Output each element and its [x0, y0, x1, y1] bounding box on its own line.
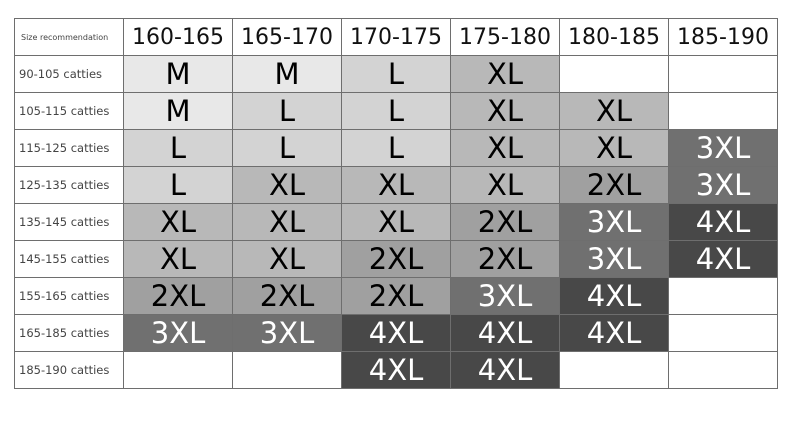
size-cell: 2XL: [559, 166, 669, 204]
size-cell: L: [341, 92, 451, 130]
size-cell: 3XL: [450, 277, 560, 315]
size-cell: [123, 351, 233, 389]
weight-row-label: 90-105 catties: [14, 55, 124, 93]
size-cell: XL: [450, 92, 560, 130]
corner-label: Size recommendation: [14, 18, 124, 56]
size-cell: XL: [450, 55, 560, 93]
size-cell: 4XL: [668, 203, 778, 241]
size-cell: XL: [559, 92, 669, 130]
weight-row-label: 165-185 catties: [14, 314, 124, 352]
size-cell: XL: [450, 166, 560, 204]
height-column-header: 160-165: [123, 18, 233, 56]
size-cell: 4XL: [450, 351, 560, 389]
size-cell: [559, 351, 669, 389]
size-cell: L: [123, 129, 233, 167]
height-column-header: 180-185: [559, 18, 669, 56]
size-cell: 4XL: [341, 314, 451, 352]
height-column-header: 175-180: [450, 18, 560, 56]
size-cell: [232, 351, 342, 389]
height-column-header: 165-170: [232, 18, 342, 56]
size-cell: [668, 55, 778, 93]
weight-row-label: 115-125 catties: [14, 129, 124, 167]
size-cell: XL: [341, 203, 451, 241]
size-cell: L: [123, 166, 233, 204]
table-row: 185-190 catties 4XL 4XL: [14, 351, 778, 389]
weight-row-label: 125-135 catties: [14, 166, 124, 204]
size-cell: XL: [450, 129, 560, 167]
weight-row-label: 105-115 catties: [14, 92, 124, 130]
weight-row-label: 155-165 catties: [14, 277, 124, 315]
table-row: 165-185 catties 3XL 3XL 4XL 4XL 4XL: [14, 314, 778, 352]
size-cell: 4XL: [341, 351, 451, 389]
size-cell: 4XL: [668, 240, 778, 278]
weight-row-label: 145-155 catties: [14, 240, 124, 278]
table-row: 145-155 catties XL XL 2XL 2XL 3XL 4XL: [14, 240, 778, 278]
height-column-header: 185-190: [668, 18, 778, 56]
size-cell: L: [341, 55, 451, 93]
size-cell: M: [123, 55, 233, 93]
size-cell: M: [123, 92, 233, 130]
header-row: Size recommendation 160-165 165-170 170-…: [14, 18, 778, 56]
size-cell: 3XL: [232, 314, 342, 352]
weight-row-label: 185-190 catties: [14, 351, 124, 389]
size-cell: 3XL: [668, 129, 778, 167]
size-cell: 2XL: [232, 277, 342, 315]
size-recommendation-table: Size recommendation 160-165 165-170 170-…: [14, 18, 778, 389]
size-cell: 4XL: [559, 314, 669, 352]
table-row: 155-165 catties 2XL 2XL 2XL 3XL 4XL: [14, 277, 778, 315]
size-cell: XL: [341, 166, 451, 204]
size-cell: XL: [232, 166, 342, 204]
size-cell: 2XL: [450, 240, 560, 278]
size-cell: [668, 92, 778, 130]
table-row: 135-145 catties XL XL XL 2XL 3XL 4XL: [14, 203, 778, 241]
size-cell: XL: [559, 129, 669, 167]
size-cell: [559, 55, 669, 93]
size-cell: 2XL: [341, 277, 451, 315]
size-cell: 3XL: [559, 240, 669, 278]
weight-row-label: 135-145 catties: [14, 203, 124, 241]
size-cell: [668, 351, 778, 389]
size-cell: 3XL: [559, 203, 669, 241]
size-cell: 4XL: [559, 277, 669, 315]
size-cell: 2XL: [341, 240, 451, 278]
size-cell: M: [232, 55, 342, 93]
size-cell: L: [232, 92, 342, 130]
size-cell: [668, 277, 778, 315]
table-row: 125-135 catties L XL XL XL 2XL 3XL: [14, 166, 778, 204]
size-cell: XL: [123, 203, 233, 241]
size-cell: 3XL: [123, 314, 233, 352]
table-row: 90-105 catties M M L XL: [14, 55, 778, 93]
table-row: 115-125 catties L L L XL XL 3XL: [14, 129, 778, 167]
size-cell: 2XL: [123, 277, 233, 315]
size-cell: 2XL: [450, 203, 560, 241]
table-row: 105-115 catties M L L XL XL: [14, 92, 778, 130]
size-cell: 4XL: [450, 314, 560, 352]
size-cell: [668, 314, 778, 352]
size-cell: XL: [232, 203, 342, 241]
size-cell: L: [341, 129, 451, 167]
size-cell: XL: [123, 240, 233, 278]
size-cell: L: [232, 129, 342, 167]
size-cell: 3XL: [668, 166, 778, 204]
size-cell: XL: [232, 240, 342, 278]
height-column-header: 170-175: [341, 18, 451, 56]
